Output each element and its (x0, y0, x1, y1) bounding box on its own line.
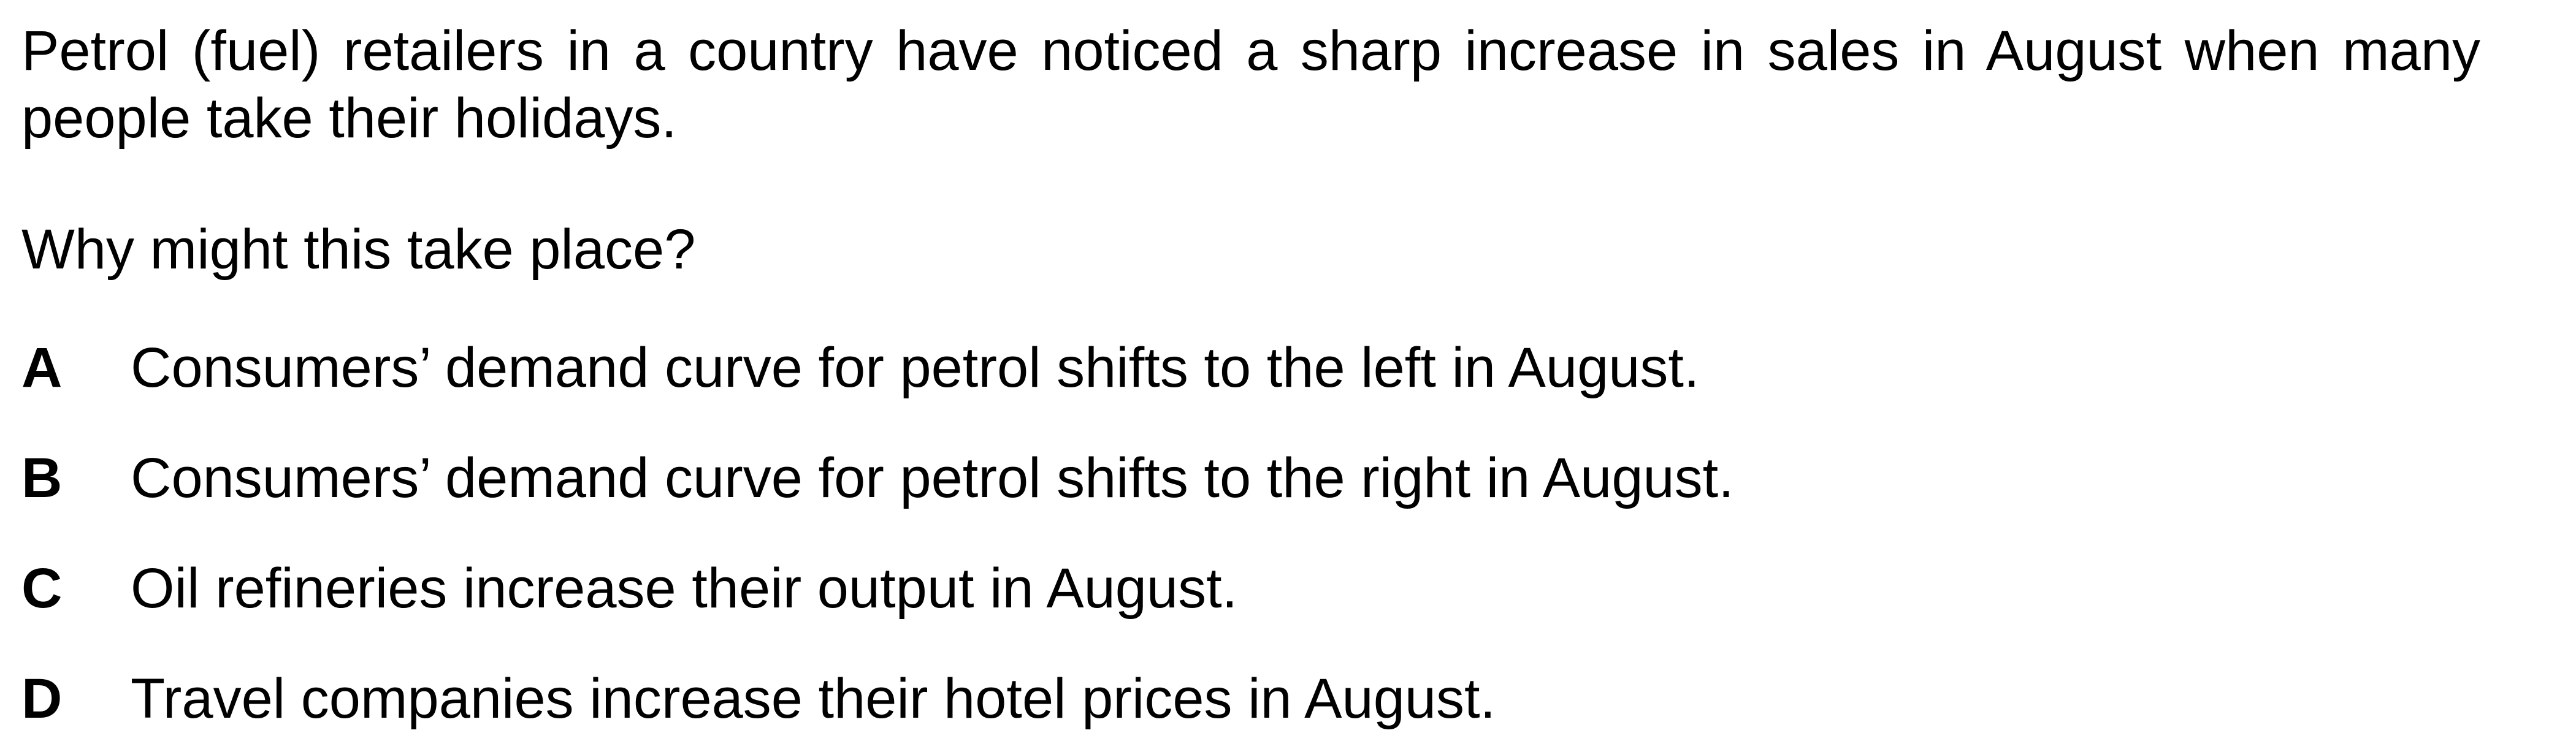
option-text: Oil refineries increase their output in … (131, 557, 1238, 620)
option-text: Consumers’ demand curve for petrol shift… (131, 447, 1734, 509)
option-letter: B (21, 447, 63, 509)
option-text: Consumers’ demand curve for petrol shift… (131, 336, 1700, 399)
question-stem: Petrol (fuel) retailers in a country hav… (21, 20, 2480, 150)
option-letter: C (21, 557, 63, 620)
option-letter: A (21, 336, 63, 399)
option-text: Travel companies increase their hotel pr… (131, 667, 1496, 730)
question-prompt: Why might this take place? (21, 218, 696, 281)
option-letter: D (21, 667, 63, 730)
